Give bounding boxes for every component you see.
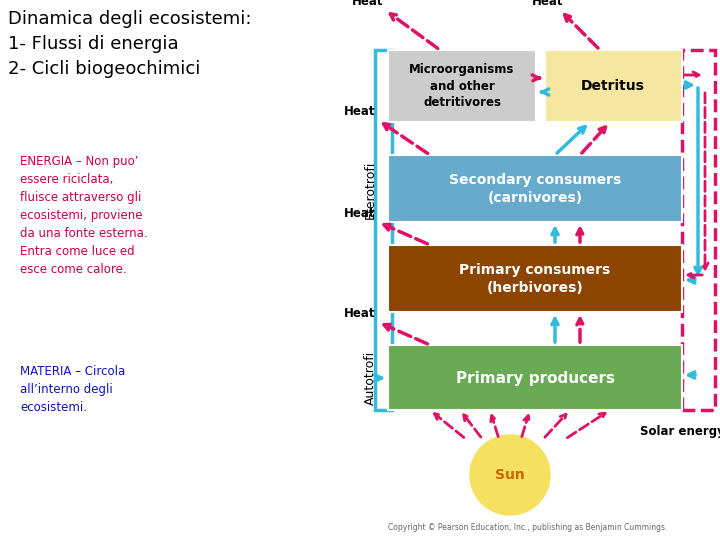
Text: Heat: Heat: [352, 0, 384, 8]
Text: Sun: Sun: [495, 468, 525, 482]
Text: Eterotrofi: Eterotrofi: [364, 161, 377, 219]
Text: Heat: Heat: [344, 105, 376, 118]
Bar: [388, 245, 682, 312]
Text: Heat: Heat: [344, 307, 376, 320]
Bar: [388, 50, 536, 122]
Text: Primary producers: Primary producers: [456, 370, 614, 386]
Circle shape: [470, 435, 550, 515]
Text: Dinamica degli ecosistemi:
1- Flussi di energia
2- Cicli biogeochimici: Dinamica degli ecosistemi: 1- Flussi di …: [8, 10, 251, 78]
Text: Primary consumers
(herbivores): Primary consumers (herbivores): [459, 263, 611, 295]
Bar: [388, 345, 682, 410]
Text: Heat: Heat: [344, 207, 376, 220]
Text: Detritus: Detritus: [581, 79, 645, 93]
Bar: [375, 50, 392, 410]
Text: Solar energy: Solar energy: [640, 426, 720, 438]
Text: Copyright © Pearson Education, Inc., publishing as Benjamin Cummings.: Copyright © Pearson Education, Inc., pub…: [388, 523, 667, 532]
Text: MATERIA – Circola
all’interno degli
ecosistemi.: MATERIA – Circola all’interno degli ecos…: [20, 365, 125, 414]
Bar: [388, 155, 682, 222]
Text: Heat: Heat: [532, 0, 564, 8]
Bar: [682, 50, 715, 410]
Text: ENERGIA – Non puo’
essere riciclata,
fluisce attraverso gli
ecosistemi, proviene: ENERGIA – Non puo’ essere riciclata, flu…: [20, 155, 148, 276]
Bar: [545, 50, 682, 122]
Text: Secondary consumers
(carnivores): Secondary consumers (carnivores): [449, 173, 621, 205]
Text: Microorganisms
and other
detritivores: Microorganisms and other detritivores: [409, 64, 515, 109]
Text: Autotrofi: Autotrofi: [364, 351, 377, 405]
